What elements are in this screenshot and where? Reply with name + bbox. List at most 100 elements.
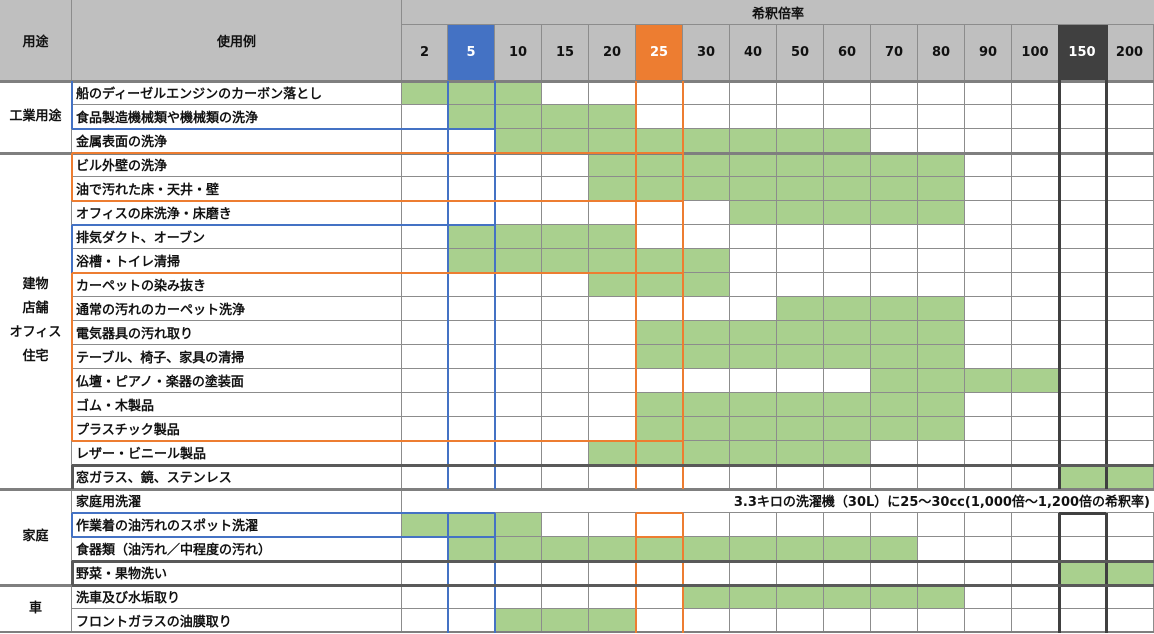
ratio-cell-200 bbox=[1106, 465, 1154, 489]
ratio-cell-40 bbox=[730, 129, 777, 153]
ratio-cell-40 bbox=[730, 609, 777, 633]
ratio-cell-50 bbox=[777, 225, 824, 249]
ratio-cell-30 bbox=[683, 249, 730, 273]
ratio-cell-50 bbox=[777, 129, 824, 153]
ratio-cell-60 bbox=[824, 345, 871, 369]
ratio-cell-20 bbox=[589, 513, 636, 537]
ratio-cell-80 bbox=[918, 321, 965, 345]
ratio-cell-50 bbox=[777, 177, 824, 201]
ratio-cell-80 bbox=[918, 153, 965, 177]
ratio-cell-10 bbox=[495, 177, 542, 201]
ratio-cell-60 bbox=[824, 201, 871, 225]
example-header: 使用例 bbox=[72, 0, 402, 81]
ratio-cell-90 bbox=[965, 321, 1012, 345]
ratio-cell-150 bbox=[1059, 129, 1106, 153]
ratio-cell-70 bbox=[871, 321, 918, 345]
border-line bbox=[1058, 25, 1061, 489]
ratio-cell-90 bbox=[965, 417, 1012, 441]
row-label: 浴槽・トイレ清掃 bbox=[72, 249, 402, 273]
ratio-cell-100 bbox=[1012, 249, 1059, 273]
ratio-cell-50 bbox=[777, 297, 824, 321]
ratio-cell-5 bbox=[448, 513, 495, 537]
ratio-cell-20 bbox=[589, 177, 636, 201]
ratio-cell-70 bbox=[871, 225, 918, 249]
ratio-cell-70 bbox=[871, 81, 918, 105]
ratio-cell-200 bbox=[1106, 153, 1154, 177]
ratio-cell-90 bbox=[965, 561, 1012, 585]
ratio-cell-100 bbox=[1012, 81, 1059, 105]
row-label: ゴム・木製品 bbox=[72, 393, 402, 417]
border-line bbox=[636, 512, 683, 514]
ratio-cell-200 bbox=[1106, 441, 1154, 465]
ratio-cell-80 bbox=[918, 297, 965, 321]
ratio-cell-100 bbox=[1012, 393, 1059, 417]
ratio-cell-70 bbox=[871, 465, 918, 489]
ratio-cell-10 bbox=[495, 225, 542, 249]
ratio-cell-2 bbox=[402, 129, 448, 153]
border-line bbox=[72, 440, 683, 442]
border-line bbox=[72, 536, 495, 538]
ratio-cell-100 bbox=[1012, 177, 1059, 201]
ratio-cell-40 bbox=[730, 81, 777, 105]
ratio-cell-200 bbox=[1106, 513, 1154, 537]
ratio-cell-20 bbox=[589, 393, 636, 417]
ratio-cell-100 bbox=[1012, 441, 1059, 465]
ratio-cell-25 bbox=[636, 441, 683, 465]
ratio-cell-70 bbox=[871, 561, 918, 585]
ratio-cell-80 bbox=[918, 177, 965, 201]
ratio-cell-30 bbox=[683, 393, 730, 417]
ratio-cell-25 bbox=[636, 249, 683, 273]
category-label: 建物 bbox=[22, 276, 49, 292]
row-label: テーブル、椅子、家具の清掃 bbox=[72, 345, 402, 369]
ratio-cell-20 bbox=[589, 585, 636, 609]
ratio-cell-20 bbox=[589, 369, 636, 393]
ratio-cell-20 bbox=[589, 417, 636, 441]
ratio-cell-30 bbox=[683, 81, 730, 105]
ratio-cell-15 bbox=[542, 585, 589, 609]
ratio-cell-90 bbox=[965, 345, 1012, 369]
border-line bbox=[0, 80, 1154, 83]
ratio-cell-100 bbox=[1012, 273, 1059, 297]
row-label: 電気器具の汚れ取り bbox=[72, 321, 402, 345]
ratio-cell-40 bbox=[730, 585, 777, 609]
row-label: 窓ガラス、鏡、ステンレス bbox=[72, 465, 402, 489]
ratio-cell-50 bbox=[777, 273, 824, 297]
ratio-cell-200 bbox=[1106, 201, 1154, 225]
border-line bbox=[447, 513, 449, 633]
ratio-cell-15 bbox=[542, 609, 589, 633]
ratio-cell-200 bbox=[1106, 249, 1154, 273]
ratio-cell-70 bbox=[871, 129, 918, 153]
ratio-cell-150 bbox=[1059, 225, 1106, 249]
category-label: 工業用途 bbox=[9, 108, 62, 124]
ratio-cell-5 bbox=[448, 465, 495, 489]
ratio-cell-15 bbox=[542, 177, 589, 201]
ratio-cell-25 bbox=[636, 537, 683, 561]
ratio-cell-25 bbox=[636, 321, 683, 345]
ratio-cell-10 bbox=[495, 537, 542, 561]
ratio-cell-20 bbox=[589, 441, 636, 465]
ratio-cell-15 bbox=[542, 513, 589, 537]
ratio-cell-20 bbox=[589, 153, 636, 177]
ratio-cell-30 bbox=[683, 321, 730, 345]
ratio-cell-15 bbox=[542, 537, 589, 561]
border-line bbox=[72, 128, 495, 130]
ratio-cell-40 bbox=[730, 249, 777, 273]
ratio-cell-15 bbox=[542, 297, 589, 321]
ratio-header-60: 60 bbox=[824, 25, 871, 81]
ratio-cell-5 bbox=[448, 561, 495, 585]
ratio-cell-150 bbox=[1059, 81, 1106, 105]
ratio-cell-50 bbox=[777, 369, 824, 393]
ratio-cell-25 bbox=[636, 177, 683, 201]
border-line bbox=[72, 584, 1154, 587]
row-label: カーペットの染み抜き bbox=[72, 273, 402, 297]
border-line bbox=[682, 513, 684, 633]
ratio-cell-150 bbox=[1059, 441, 1106, 465]
ratio-cell-100 bbox=[1012, 201, 1059, 225]
ratio-cell-70 bbox=[871, 537, 918, 561]
ratio-cell-5 bbox=[448, 105, 495, 129]
ratio-cell-2 bbox=[402, 177, 448, 201]
ratio-cell-60 bbox=[824, 273, 871, 297]
ratio-cell-150 bbox=[1059, 513, 1106, 537]
ratio-cell-40 bbox=[730, 273, 777, 297]
ratio-cell-60 bbox=[824, 561, 871, 585]
